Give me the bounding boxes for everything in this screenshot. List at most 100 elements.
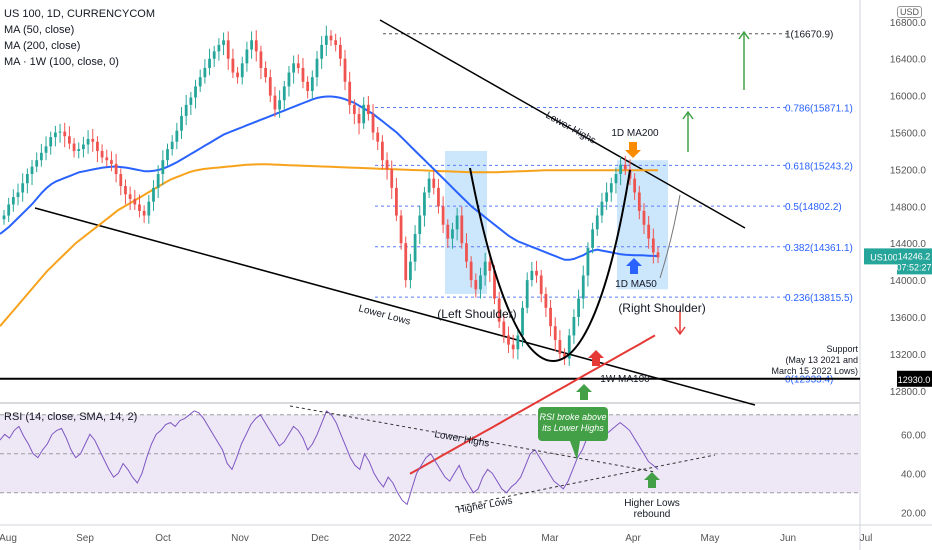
price-axis-tick: 15600.0 bbox=[890, 129, 927, 140]
candle bbox=[418, 215, 422, 234]
price-axis-tick: 16800.0 bbox=[890, 18, 927, 29]
price-axis-tick: 16400.0 bbox=[890, 55, 927, 66]
candle bbox=[511, 344, 515, 350]
candle bbox=[259, 51, 263, 68]
price-axis-tick: 14000.0 bbox=[890, 276, 927, 287]
candle bbox=[273, 95, 277, 110]
candle bbox=[539, 275, 543, 294]
candle bbox=[324, 35, 328, 45]
candle bbox=[338, 44, 342, 59]
chart-legend: US 100, 1D, CURRENCYCOM MA (50, close) M… bbox=[4, 6, 155, 70]
candle bbox=[605, 192, 609, 202]
rsi-rebound-label: rebound bbox=[634, 509, 671, 520]
countdown-text: 07:52:27 bbox=[896, 262, 931, 272]
candle bbox=[53, 132, 57, 138]
candle bbox=[497, 298, 501, 322]
candle bbox=[633, 178, 637, 193]
ma50-annotation: 1D MA50 bbox=[615, 279, 657, 290]
candle bbox=[577, 298, 580, 317]
fib-level-label: 1(16670.9) bbox=[785, 30, 833, 41]
candle bbox=[128, 194, 132, 199]
rsi-higher-lows-line bbox=[454, 454, 716, 508]
candle bbox=[236, 72, 239, 78]
candle bbox=[2, 215, 6, 220]
candle bbox=[124, 186, 127, 195]
candle bbox=[488, 261, 492, 271]
candle bbox=[437, 187, 440, 207]
candle bbox=[296, 63, 300, 68]
candle bbox=[110, 160, 113, 164]
rsi-legend[interactable]: RSI (14, close, SMA, 14, 2) bbox=[4, 411, 138, 423]
candle bbox=[525, 280, 529, 308]
candle bbox=[250, 40, 253, 50]
candle bbox=[198, 77, 202, 87]
ma200-annotation: 1D MA200 bbox=[611, 128, 659, 139]
candle bbox=[334, 40, 338, 45]
candle bbox=[58, 131, 62, 133]
candle bbox=[39, 152, 43, 161]
candle bbox=[315, 58, 319, 78]
legend-ma200[interactable]: MA (200, close) bbox=[4, 40, 81, 52]
time-axis-tick: Apr bbox=[625, 533, 641, 544]
candle bbox=[423, 192, 426, 216]
candle bbox=[591, 229, 594, 248]
ma200-line bbox=[0, 163, 658, 327]
right-shoulder-box bbox=[617, 160, 668, 290]
candle bbox=[306, 81, 310, 92]
candle bbox=[30, 166, 34, 175]
currency-badge[interactable]: USD bbox=[896, 6, 922, 18]
candle bbox=[287, 72, 291, 87]
fib-level-label: 0.236(13815.5) bbox=[785, 293, 853, 304]
time-axis-tick: Nov bbox=[231, 533, 249, 544]
candle bbox=[474, 280, 478, 290]
candle bbox=[385, 160, 389, 170]
symbol-badge-text: US100 bbox=[870, 252, 898, 262]
candle bbox=[609, 183, 613, 193]
candle bbox=[376, 132, 380, 142]
candle bbox=[114, 163, 118, 175]
candle bbox=[100, 150, 104, 158]
candle bbox=[530, 270, 534, 281]
candle bbox=[441, 206, 445, 225]
price-axis-tick: 14800.0 bbox=[890, 202, 927, 213]
candle bbox=[586, 247, 590, 276]
candle bbox=[567, 335, 571, 359]
candle bbox=[595, 215, 599, 230]
candle bbox=[446, 224, 450, 239]
candle bbox=[427, 178, 431, 193]
candle bbox=[86, 138, 90, 145]
candle bbox=[96, 141, 99, 151]
support-badge bbox=[897, 370, 932, 387]
legend-ma50[interactable]: MA (50, close) bbox=[4, 24, 75, 36]
projection-curve bbox=[659, 194, 681, 279]
legend-ma1w[interactable]: MA · 1W (100, close, 0) bbox=[4, 56, 119, 68]
candle bbox=[469, 261, 473, 281]
time-axis-tick: Oct bbox=[155, 533, 171, 544]
candle bbox=[366, 104, 370, 115]
candle bbox=[483, 261, 487, 276]
time-axis-tick: Sep bbox=[76, 533, 94, 544]
candle bbox=[642, 210, 646, 225]
candle bbox=[68, 136, 71, 144]
candle bbox=[268, 77, 272, 96]
candle bbox=[245, 49, 249, 64]
candle bbox=[493, 270, 496, 299]
time-axis-tick: Jul bbox=[860, 533, 873, 544]
candle bbox=[651, 238, 655, 253]
rsi-callout-box bbox=[538, 407, 608, 441]
candle bbox=[362, 104, 366, 124]
candle bbox=[142, 210, 146, 216]
candle bbox=[161, 160, 165, 175]
symbol-badge bbox=[864, 248, 904, 265]
candle bbox=[581, 275, 585, 299]
candle bbox=[301, 67, 305, 82]
rsi-axis-tick: 40.00 bbox=[901, 469, 926, 480]
candle bbox=[189, 97, 193, 105]
candle bbox=[133, 198, 137, 205]
candle bbox=[175, 130, 179, 142]
ma1w-annotation: 1W MA100 bbox=[600, 374, 650, 385]
time-axis-tick: Jun bbox=[780, 533, 796, 544]
lower-highs-trendline bbox=[379, 19, 746, 229]
ma1w100-line bbox=[409, 334, 656, 475]
